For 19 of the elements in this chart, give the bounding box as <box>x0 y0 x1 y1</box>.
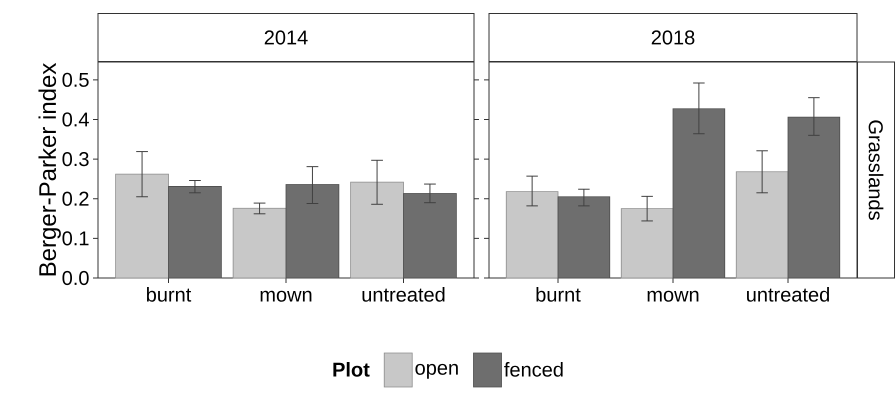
y-tick-label: 0.5 <box>62 72 89 87</box>
y-tick-label: 0.0 <box>62 270 89 286</box>
x-tick-label: burnt <box>536 287 581 302</box>
chart-title: 2014 <box>264 30 308 45</box>
legend-label: fenced <box>504 362 563 377</box>
x-tick-label: mown <box>648 290 698 302</box>
y-tick-label: 0.1 <box>62 231 88 246</box>
y-tick-label: 0.3 <box>62 152 89 166</box>
y-tick-label: 0.2 <box>62 192 88 206</box>
x-tick-label: burnt <box>147 287 192 302</box>
legend-label: open <box>415 364 458 379</box>
y-tick-label: 0.4 <box>62 112 89 127</box>
legend-title: Plot <box>333 362 370 377</box>
text: Grasslands <box>868 120 884 220</box>
y-axis-title: Berger-Parker index <box>38 62 61 276</box>
x-tick-label: mown <box>260 290 312 302</box>
x-tick-label: untreated <box>362 287 444 302</box>
x-tick-label: untreated <box>747 287 829 302</box>
chart-title: 2018 <box>652 30 694 45</box>
